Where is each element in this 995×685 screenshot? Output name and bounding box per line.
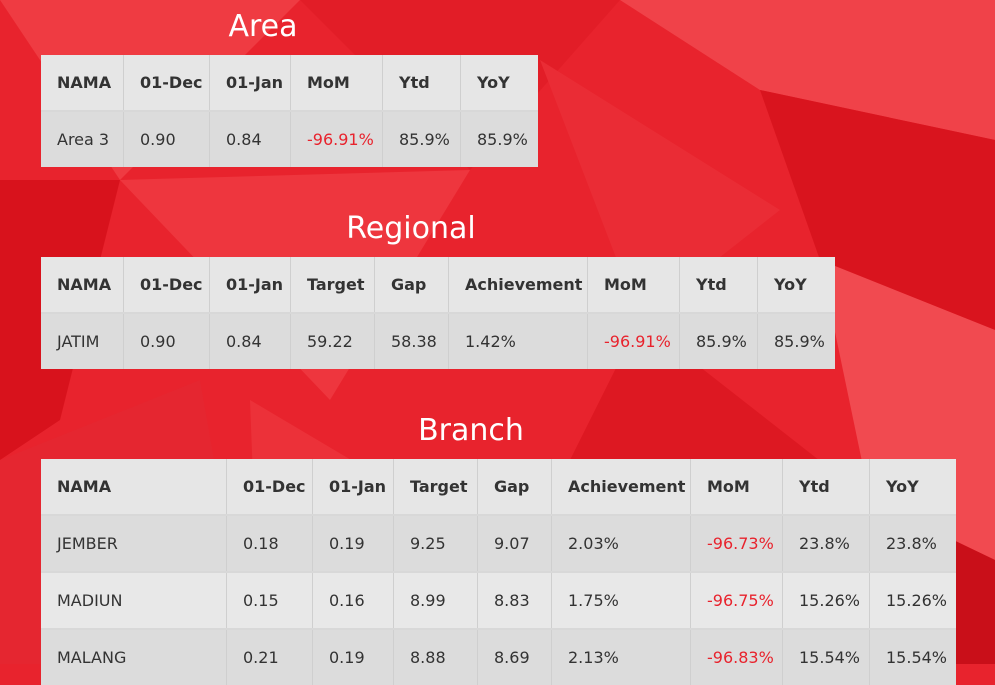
cell-01-dec: 0.15 [226, 572, 313, 629]
cell-achievement: 1.42% [448, 313, 588, 369]
cell-mom: -96.91% [290, 111, 383, 167]
col-header-01-jan: 01-Jan [312, 459, 394, 515]
col-header-01-dec: 01-Dec [123, 257, 210, 313]
cell-target: 9.25 [393, 515, 478, 572]
cell-mom: -96.91% [587, 313, 680, 369]
cell-mom: -96.83% [690, 629, 783, 685]
table-row: JATIM 0.90 0.84 59.22 58.38 1.42% -96.91… [41, 313, 835, 369]
cell-01-dec: 0.90 [123, 111, 210, 167]
cell-01-jan: 0.16 [312, 572, 394, 629]
table-row: MADIUN 0.15 0.16 8.99 8.83 1.75% -96.75%… [41, 572, 956, 629]
regional-table: NAMA 01-Dec 01-Jan Target Gap Achievemen… [41, 257, 835, 369]
cell-target: 8.88 [393, 629, 478, 685]
col-header-01-jan: 01-Jan [209, 257, 291, 313]
cell-nama: JEMBER [41, 515, 227, 572]
col-header-01-dec: 01-Dec [226, 459, 313, 515]
col-header-01-dec: 01-Dec [123, 55, 210, 111]
cell-01-dec: 0.90 [123, 313, 210, 369]
cell-gap: 8.69 [477, 629, 552, 685]
cell-nama: MALANG [41, 629, 227, 685]
branch-table: NAMA 01-Dec 01-Jan Target Gap Achievemen… [41, 459, 956, 685]
regional-header-row: NAMA 01-Dec 01-Jan Target Gap Achievemen… [41, 257, 835, 313]
col-header-nama: NAMA [41, 257, 124, 313]
cell-achievement: 1.75% [551, 572, 691, 629]
cell-ytd: 85.9% [382, 111, 461, 167]
cell-01-jan: 0.19 [312, 515, 394, 572]
col-header-ytd: Ytd [679, 257, 758, 313]
cell-01-jan: 0.19 [312, 629, 394, 685]
cell-ytd: 23.8% [782, 515, 870, 572]
col-header-nama: NAMA [41, 459, 227, 515]
col-header-01-jan: 01-Jan [209, 55, 291, 111]
regional-title: Regional [346, 211, 476, 246]
cell-nama: JATIM [41, 313, 124, 369]
cell-01-dec: 0.21 [226, 629, 313, 685]
col-header-gap: Gap [374, 257, 449, 313]
col-header-mom: MoM [587, 257, 680, 313]
cell-target: 8.99 [393, 572, 478, 629]
cell-yoy: 85.9% [757, 313, 835, 369]
col-header-mom: MoM [690, 459, 783, 515]
cell-gap: 58.38 [374, 313, 449, 369]
cell-yoy: 85.9% [460, 111, 538, 167]
cell-achievement: 2.03% [551, 515, 691, 572]
cell-nama: Area 3 [41, 111, 124, 167]
cell-01-jan: 0.84 [209, 313, 291, 369]
col-header-ytd: Ytd [782, 459, 870, 515]
cell-target: 59.22 [290, 313, 375, 369]
cell-01-jan: 0.84 [209, 111, 291, 167]
col-header-achievement: Achievement [448, 257, 588, 313]
cell-gap: 9.07 [477, 515, 552, 572]
cell-achievement: 2.13% [551, 629, 691, 685]
area-table: NAMA 01-Dec 01-Jan MoM Ytd YoY Area 3 0.… [41, 55, 538, 167]
regional-section: Regional NAMA 01-Dec 01-Jan Target Gap A… [41, 206, 835, 369]
cell-yoy: 15.26% [869, 572, 956, 629]
col-header-target: Target [393, 459, 478, 515]
cell-yoy: 23.8% [869, 515, 956, 572]
cell-mom: -96.73% [690, 515, 783, 572]
col-header-yoy: YoY [460, 55, 538, 111]
branch-section: Branch NAMA 01-Dec 01-Jan Target Gap Ach… [41, 408, 956, 685]
cell-yoy: 15.54% [869, 629, 956, 685]
cell-ytd: 15.54% [782, 629, 870, 685]
col-header-yoy: YoY [757, 257, 835, 313]
cell-ytd: 15.26% [782, 572, 870, 629]
branch-header-row: NAMA 01-Dec 01-Jan Target Gap Achievemen… [41, 459, 956, 515]
col-header-ytd: Ytd [382, 55, 461, 111]
table-row: MALANG 0.21 0.19 8.88 8.69 2.13% -96.83%… [41, 629, 956, 685]
area-header-row: NAMA 01-Dec 01-Jan MoM Ytd YoY [41, 55, 538, 111]
table-row: JEMBER 0.18 0.19 9.25 9.07 2.03% -96.73%… [41, 515, 956, 572]
col-header-yoy: YoY [869, 459, 956, 515]
area-section: Area NAMA 01-Dec 01-Jan MoM Ytd YoY Area… [41, 4, 538, 167]
table-row: Area 3 0.90 0.84 -96.91% 85.9% 85.9% [41, 111, 538, 167]
cell-01-dec: 0.18 [226, 515, 313, 572]
col-header-achievement: Achievement [551, 459, 691, 515]
cell-ytd: 85.9% [679, 313, 758, 369]
cell-mom: -96.75% [690, 572, 783, 629]
col-header-target: Target [290, 257, 375, 313]
branch-title: Branch [418, 413, 524, 448]
col-header-nama: NAMA [41, 55, 124, 111]
cell-gap: 8.83 [477, 572, 552, 629]
cell-nama: MADIUN [41, 572, 227, 629]
area-title: Area [228, 9, 298, 44]
col-header-gap: Gap [477, 459, 552, 515]
col-header-mom: MoM [290, 55, 383, 111]
